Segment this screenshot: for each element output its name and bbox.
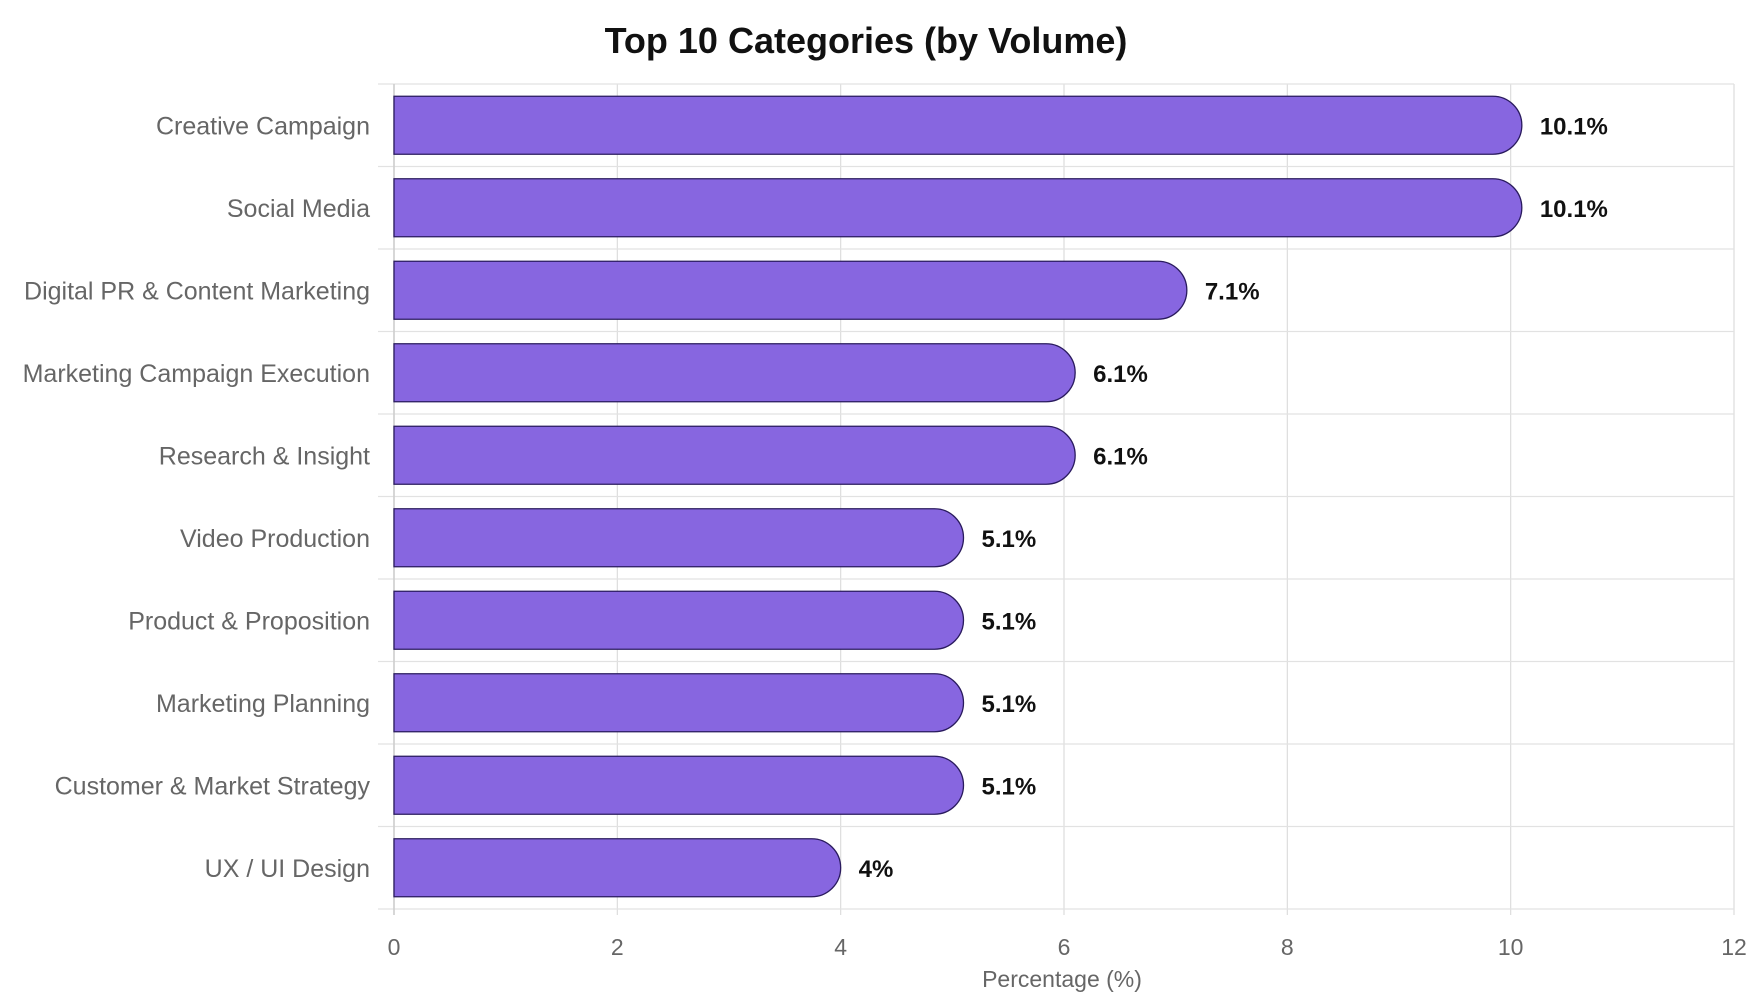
- x-axis-title: Percentage (%): [982, 966, 1142, 992]
- value-label: 5.1%: [982, 691, 1037, 718]
- bar: [393, 838, 842, 898]
- bar: [393, 425, 1076, 485]
- value-label: 5.1%: [982, 526, 1037, 553]
- chart-title: Top 10 Categories (by Volume): [605, 20, 1128, 61]
- x-tick-label: 0: [388, 934, 401, 960]
- bar: [393, 95, 1523, 155]
- category-label: Social Media: [227, 195, 370, 223]
- category-label: Video Production: [180, 525, 370, 553]
- bar: [393, 755, 965, 815]
- x-tick-label: 8: [1281, 934, 1294, 960]
- labels: 0 2 4 6 8 10 12 Creative Campaign 10.1% Social Me…: [23, 112, 1747, 960]
- value-label: 6.1%: [1093, 443, 1148, 470]
- bar: [393, 508, 965, 568]
- bar: [393, 178, 1523, 238]
- bar: [393, 343, 1076, 403]
- bar: [393, 260, 1188, 320]
- category-label: Creative Campaign: [156, 112, 370, 140]
- category-label: Customer & Market Strategy: [55, 772, 371, 800]
- category-label: Digital PR & Content Marketing: [24, 277, 370, 305]
- value-label: 10.1%: [1540, 196, 1608, 223]
- x-tick-label: 10: [1498, 934, 1524, 960]
- category-label: Product & Proposition: [128, 607, 370, 635]
- category-label: UX / UI Design: [205, 855, 370, 883]
- bar: [393, 673, 965, 733]
- value-label: 5.1%: [982, 773, 1037, 800]
- value-label: 6.1%: [1093, 361, 1148, 388]
- category-label: Marketing Campaign Execution: [23, 360, 370, 388]
- value-label: 7.1%: [1205, 278, 1260, 305]
- value-label: 5.1%: [982, 608, 1037, 635]
- x-tick-label: 2: [611, 934, 624, 960]
- value-label: 4%: [859, 856, 894, 883]
- bar: [393, 590, 965, 650]
- bars: [393, 95, 1523, 898]
- x-tick-label: 12: [1721, 934, 1747, 960]
- x-tick-label: 4: [834, 934, 847, 960]
- value-label: 10.1%: [1540, 113, 1608, 140]
- category-label: Marketing Planning: [156, 690, 370, 718]
- x-tick-label: 6: [1058, 934, 1071, 960]
- category-label: Research & Insight: [159, 442, 370, 470]
